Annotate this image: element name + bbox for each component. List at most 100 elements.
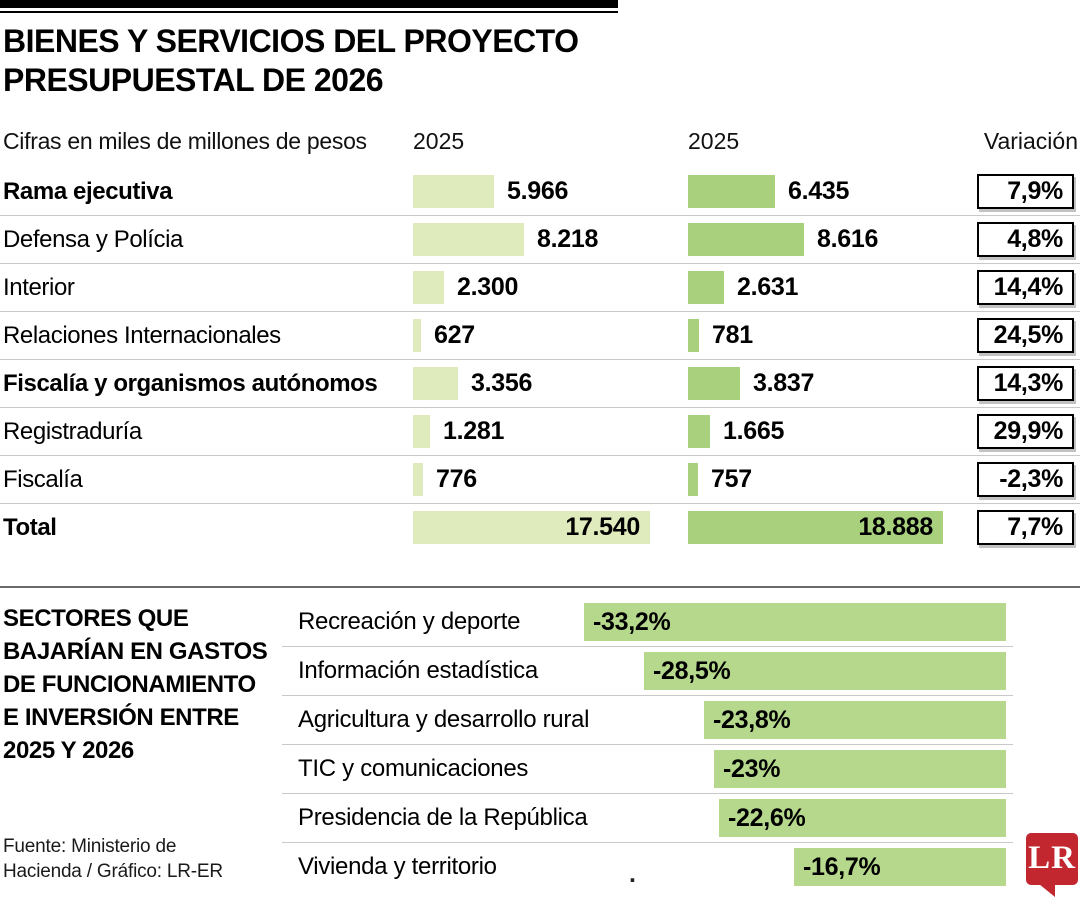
sector-value: -23,8% <box>713 706 791 734</box>
sector-row: Presidencia de la República -22,6% <box>282 794 1013 843</box>
variation-value: 14,3% <box>993 369 1064 397</box>
column-header-2025-left: 2025 <box>413 128 465 154</box>
bar-2025 <box>413 463 423 496</box>
row-label: Rama ejecutiva <box>3 178 173 205</box>
variation-box: -2,3% <box>977 462 1074 497</box>
variation-box: 24,5% <box>977 318 1074 353</box>
value-2025: 776 <box>436 465 477 493</box>
variation-box: 14,3% <box>977 366 1074 401</box>
source-credit: Fuente: Ministerio de Hacienda / Gráfico… <box>3 836 223 882</box>
bar-2025 <box>413 415 430 448</box>
sector-label: Agricultura y desarrollo rural <box>298 706 590 733</box>
sector-value: -33,2% <box>593 608 671 636</box>
variation-value: 7,9% <box>1007 177 1063 205</box>
sector-row: Información estadística -28,5% <box>282 647 1013 696</box>
value-2025: 3.356 <box>471 369 533 397</box>
variation-box: 7,9% <box>977 174 1074 209</box>
sector-bar: -28,5% <box>644 652 1006 690</box>
value-2026: 2.631 <box>737 273 799 301</box>
value-2025: 17.540 <box>565 513 640 541</box>
section-title: SECTORES QUE BAJARÍAN EN GASTOS DE FUNCI… <box>3 605 268 764</box>
sector-label: TIC y comunicaciones <box>298 755 529 782</box>
value-2026: 3.837 <box>753 369 815 397</box>
budget-row: Registraduría 1.281 1.665 29,9% <box>0 408 1080 456</box>
sector-value: -22,6% <box>728 804 806 832</box>
value-2025: 8.218 <box>537 225 599 253</box>
bar-2025 <box>413 271 444 304</box>
bar-2025 <box>413 175 494 208</box>
budget-row: Interior 2.300 2.631 14,4% <box>0 264 1080 312</box>
variation-box: 29,9% <box>977 414 1074 449</box>
column-header-2025-right: 2025 <box>688 128 740 154</box>
variation-box: 14,4% <box>977 270 1074 305</box>
budget-table: Rama ejecutiva 5.966 6.435 7,9% Defensa y Po… <box>0 168 1080 551</box>
value-2026: 8.616 <box>817 225 879 253</box>
column-header-variacion: Variación <box>983 128 1078 154</box>
bar-2026 <box>688 319 699 352</box>
table-header: Cifras en miles de millones de pesos 202… <box>0 128 1080 160</box>
row-label: Fiscalía y organismos autónomos <box>3 370 378 397</box>
value-2026: 6.435 <box>788 177 850 205</box>
title-accent-line <box>0 11 618 13</box>
bar-2026 <box>688 415 710 448</box>
row-label: Interior <box>3 274 75 301</box>
lr-logo: LR <box>1026 833 1078 897</box>
budget-row: Defensa y Polícia 8.218 8.616 4,8% <box>0 216 1080 264</box>
variation-box: 4,8% <box>977 222 1074 257</box>
variation-value: 29,9% <box>993 417 1064 445</box>
variation-value: 14,4% <box>993 273 1064 301</box>
bar-2026: 18.888 <box>688 511 943 544</box>
variation-value: 4,8% <box>1007 225 1063 253</box>
sector-row: Vivienda y territorio -16,7% <box>282 843 1013 891</box>
bar-2026 <box>688 271 724 304</box>
sector-bar: -22,6% <box>719 799 1006 837</box>
row-label: Registraduría <box>3 418 142 445</box>
sector-label: Información estadística <box>298 657 538 684</box>
sector-label: Presidencia de la República <box>298 804 588 831</box>
sector-bar: -23% <box>714 750 1006 788</box>
row-label: Relaciones Internacionales <box>3 322 281 349</box>
value-2026: 18.888 <box>858 513 933 541</box>
sector-label: Vivienda y territorio <box>298 853 497 880</box>
bar-2026 <box>688 175 775 208</box>
lr-logo-tail <box>1039 884 1055 897</box>
value-2025: 1.281 <box>443 417 505 445</box>
budget-row: Rama ejecutiva 5.966 6.435 7,9% <box>0 168 1080 216</box>
page-title: BIENES Y SERVICIOS DEL PROYECTO PRESUPUE… <box>3 23 579 98</box>
value-2025: 2.300 <box>457 273 519 301</box>
stray-dot: . <box>629 860 636 888</box>
sector-bar: -23,8% <box>704 701 1006 739</box>
sector-value: -28,5% <box>653 657 731 685</box>
bar-2025 <box>413 223 524 256</box>
units-note: Cifras en miles de millones de pesos <box>3 128 367 154</box>
sector-row: Agricultura y desarrollo rural -23,8% <box>282 696 1013 745</box>
variation-value: 24,5% <box>993 321 1064 349</box>
bar-2026 <box>688 367 740 400</box>
bar-2025 <box>413 319 421 352</box>
row-label: Fiscalía <box>3 466 83 493</box>
sector-label: Recreación y deporte <box>298 608 521 635</box>
sector-value: -16,7% <box>803 853 881 881</box>
sector-bar: -33,2% <box>584 603 1006 641</box>
sector-value: -23% <box>723 755 781 783</box>
budget-row: Relaciones Internacionales 627 781 24,5% <box>0 312 1080 360</box>
value-2026: 781 <box>712 321 753 349</box>
value-2026: 1.665 <box>723 417 785 445</box>
budget-row: Total 17.540 18.888 7,7% <box>0 504 1080 551</box>
bar-2026 <box>688 223 804 256</box>
row-label: Total <box>3 514 57 541</box>
section-divider <box>0 586 1080 588</box>
sector-row: Recreación y deporte -33,2% <box>282 598 1013 647</box>
variation-box: 7,7% <box>977 510 1074 545</box>
row-label: Defensa y Polícia <box>3 226 183 253</box>
sector-row: TIC y comunicaciones -23% <box>282 745 1013 794</box>
value-2025: 627 <box>434 321 475 349</box>
bar-2025 <box>413 367 458 400</box>
title-accent-bar <box>0 0 618 8</box>
decreasing-sectors-chart: Recreación y deporte -33,2% Información es… <box>282 598 1013 891</box>
budget-row: Fiscalía y organismos autónomos 3.356 3.83… <box>0 360 1080 408</box>
sector-bar: -16,7% <box>794 848 1006 886</box>
budget-row: Fiscalía 776 757 -2,3% <box>0 456 1080 504</box>
bar-2025: 17.540 <box>413 511 650 544</box>
